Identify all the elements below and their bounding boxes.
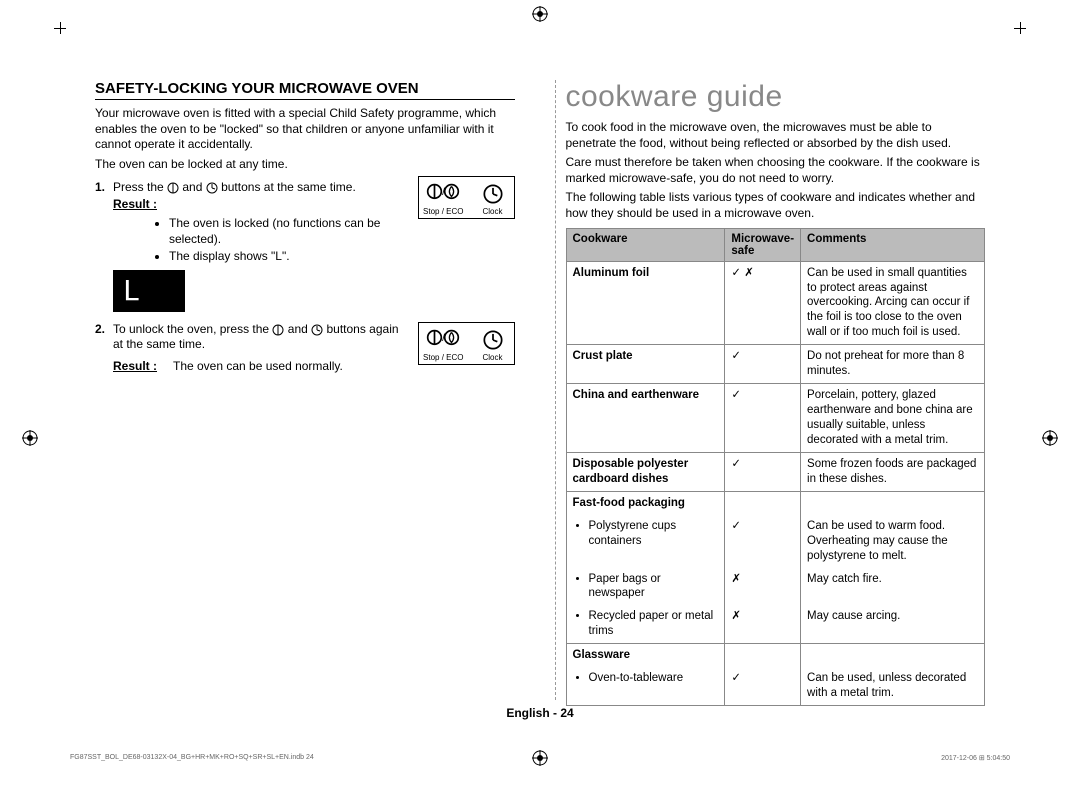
imprint-filename: FG87SST_BOL_DE68-03132X-04_BG+HR+MK+RO+S… [70,754,314,762]
table-row: Oven-to-tableware✓Can be used, unless de… [566,667,985,705]
table-row: Polystyrene cups containers✓Can be used … [566,515,985,568]
stop-eco-label: Stop / ECO [423,353,463,362]
table-row: China and earthenware✓Porcelain, pottery… [566,384,985,453]
section-heading-safety-lock: SAFETY-LOCKING YOUR MICROWAVE OVEN [95,80,515,100]
crop-mark-tr [1014,22,1026,34]
imprint-line: FG87SST_BOL_DE68-03132X-04_BG+HR+MK+RO+S… [70,754,1010,762]
step-1: 1. Press the and buttons at the same tim… [95,180,410,211]
intro-paragraph-2: The oven can be locked at any time. [95,157,515,173]
step-2: 2. To unlock the oven, press the and but… [95,322,410,373]
stop-eco-icon: / [426,181,460,207]
cookware-p1: To cook food in the microwave oven, the … [566,120,986,151]
cookware-p2: Care must therefore be taken when choosi… [566,155,986,186]
table-row: Crust plate✓Do not preheat for more than… [566,345,985,384]
cookware-table: Cookware Microwave-safe Comments Aluminu… [566,228,986,707]
clock-label: Clock [482,207,502,216]
registration-mark-right [1042,430,1058,446]
table-row: Recycled paper or metal trims✗May cause … [566,605,985,643]
clock-icon [476,181,510,207]
button-diagram-2: / Stop / ECO Clock [418,322,514,365]
imprint-timestamp: 2017-12-06 ⊞ 5:04:50 [941,754,1010,762]
table-row: Disposable polyester cardboard dishes✓So… [566,452,985,491]
stop-eco-label: Stop / ECO [423,207,463,216]
registration-mark-left [22,430,38,446]
registration-mark-top [532,6,548,22]
page-content: SAFETY-LOCKING YOUR MICROWAVE OVEN Your … [95,80,985,700]
result-label: Result : [113,359,173,373]
table-row: Glassware [566,644,985,667]
stop-eco-icon: / [426,327,460,353]
column-left: SAFETY-LOCKING YOUR MICROWAVE OVEN Your … [95,80,525,700]
clock-inline-icon [206,181,218,195]
th-comments: Comments [801,228,985,261]
crop-mark-tl [54,22,66,34]
display-screen-L: L [113,270,185,312]
intro-paragraph: Your microwave oven is fitted with a spe… [95,106,515,153]
th-cookware: Cookware [566,228,725,261]
button-diagram-1: / Stop / ECO Clock [418,176,514,219]
page-footer: English - 24 [0,706,1080,720]
table-row: Fast-food packaging [566,491,985,514]
clock-inline-icon [311,323,323,337]
result-label: Result : [113,197,173,211]
clock-label: Clock [482,353,502,362]
step1-result-list: The oven is locked (no functions can be … [95,215,515,264]
step2-result-text: The oven can be used normally. [173,359,343,373]
table-row: Paper bags or newspaper✗May catch fire. [566,568,985,606]
cookware-p3: The following table lists various types … [566,190,986,221]
chapter-heading-cookware: cookware guide [566,80,986,114]
th-safe: Microwave-safe [725,228,801,261]
clock-icon [476,327,510,353]
table-row: Aluminum foil✓ ✗Can be used in small qua… [566,261,985,345]
stop-eco-inline-icon [272,323,284,337]
column-right: cookware guide To cook food in the micro… [555,80,986,700]
stop-eco-inline-icon [167,181,179,195]
